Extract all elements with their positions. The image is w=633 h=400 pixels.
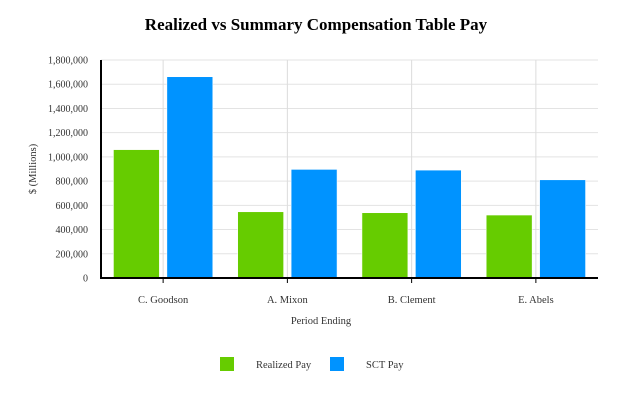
bar-sct-pay <box>166 76 214 279</box>
y-tick-label: 200,000 <box>56 249 89 260</box>
bar-sct-pay <box>539 179 586 279</box>
y-tick-label: 1,800,000 <box>48 56 88 67</box>
x-axis-label: Period Ending <box>291 316 352 327</box>
legend-swatch <box>220 357 234 371</box>
y-tick-label: 600,000 <box>56 201 89 212</box>
bar-realized-pay <box>361 212 409 279</box>
x-tick-label: E. Abels <box>518 295 554 306</box>
y-tick-label: 1,400,000 <box>48 104 88 115</box>
y-tick-label: 400,000 <box>56 225 89 236</box>
bar-realized-pay <box>237 211 284 279</box>
y-tick-label: 0 <box>83 274 88 285</box>
x-tick-label: B. Clement <box>388 295 436 306</box>
bar-sct-pay <box>290 169 338 279</box>
y-tick-label: 1,200,000 <box>48 128 88 139</box>
legend-label: Realized Pay <box>256 360 312 371</box>
bar-realized-pay <box>113 149 160 279</box>
y-axis-label: $ (Millions) <box>28 143 39 194</box>
x-tick-label: A. Mixon <box>267 295 309 306</box>
legend-label: SCT Pay <box>366 360 404 371</box>
legend-swatch <box>330 357 344 371</box>
y-tick-label: 1,000,000 <box>48 152 88 163</box>
y-tick-label: 800,000 <box>56 177 89 188</box>
bar-sct-pay <box>415 169 462 279</box>
x-tick-label: C. Goodson <box>138 295 189 306</box>
y-tick-label: 1,600,000 <box>48 80 88 91</box>
bar-realized-pay <box>485 214 533 279</box>
chart-title: Realized vs Summary Compensation Table P… <box>145 15 488 34</box>
